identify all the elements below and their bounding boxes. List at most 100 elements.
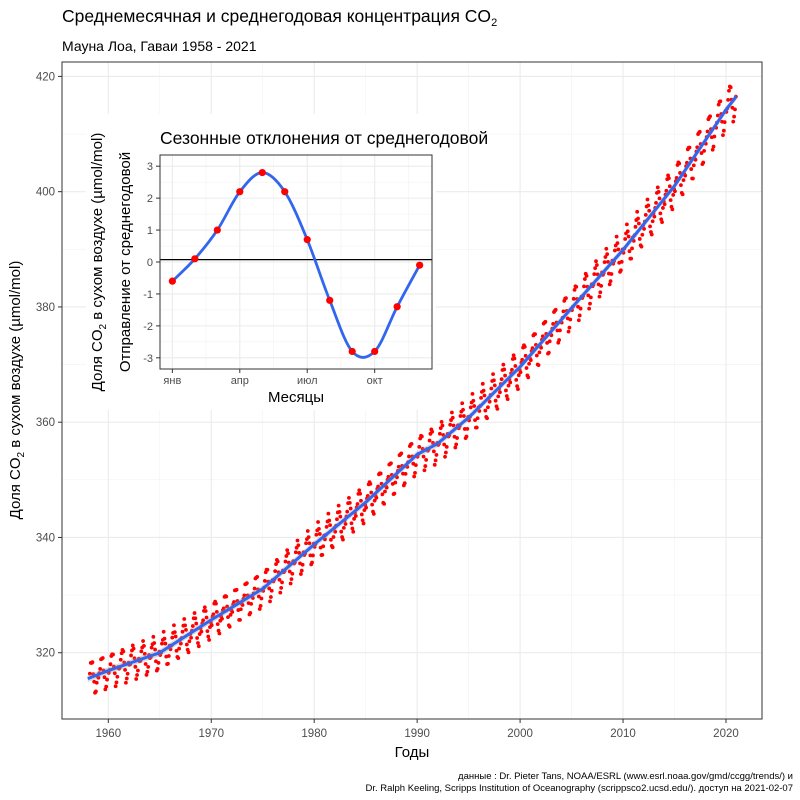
monthly-point <box>515 384 519 389</box>
monthly-point <box>431 449 436 454</box>
monthly-point <box>643 212 648 217</box>
monthly-point <box>551 322 556 326</box>
monthly-point <box>602 260 607 265</box>
monthly-point <box>419 434 424 439</box>
monthly-point <box>90 660 95 665</box>
monthly-point <box>630 246 634 251</box>
monthly-point <box>670 207 675 212</box>
monthly-point <box>658 211 663 216</box>
monthly-point <box>176 656 181 661</box>
inset-x-tick-label: янв <box>163 375 181 387</box>
monthly-point <box>424 458 429 462</box>
monthly-point <box>537 350 542 355</box>
monthly-point <box>413 463 418 468</box>
monthly-point <box>443 454 447 459</box>
monthly-point <box>252 586 257 591</box>
monthly-point <box>134 677 139 681</box>
monthly-point <box>572 287 577 292</box>
main-x-tick-label: 2000 <box>507 728 533 740</box>
main-x-tick-label: 1990 <box>404 728 430 740</box>
monthly-point <box>307 541 312 546</box>
monthly-point <box>576 318 581 323</box>
monthly-point <box>129 653 133 658</box>
monthly-point <box>193 616 198 621</box>
monthly-point <box>512 356 517 361</box>
monthly-point <box>586 293 591 298</box>
monthly-point <box>392 491 397 496</box>
monthly-point <box>645 197 650 202</box>
monthly-point <box>215 622 220 627</box>
monthly-point <box>671 193 676 197</box>
monthly-point <box>317 526 321 531</box>
monthly-point <box>533 332 537 337</box>
monthly-point <box>705 129 710 134</box>
monthly-point <box>112 671 117 676</box>
monthly-point <box>421 454 426 459</box>
monthly-point <box>715 113 720 118</box>
monthly-point <box>196 641 200 645</box>
monthly-point <box>93 689 98 694</box>
monthly-point <box>330 545 335 550</box>
monthly-point <box>389 461 393 466</box>
monthly-point <box>327 518 332 523</box>
monthly-point <box>624 222 629 227</box>
monthly-point <box>124 676 129 681</box>
monthly-point <box>443 450 448 455</box>
monthly-point <box>317 532 322 536</box>
monthly-point <box>242 593 247 598</box>
monthly-point <box>485 416 489 421</box>
monthly-point <box>142 644 146 648</box>
seasonal-point-мар <box>213 226 221 234</box>
monthly-point <box>646 203 651 208</box>
monthly-point <box>594 259 598 264</box>
inset-y-tick-label: 2 <box>147 193 153 205</box>
monthly-point <box>433 458 438 463</box>
monthly-point <box>94 680 99 685</box>
seasonal-point-сен <box>348 347 356 356</box>
monthly-point <box>616 247 621 252</box>
main-y-tick-label: 340 <box>36 532 55 544</box>
monthly-co2-points <box>87 84 738 695</box>
monthly-point <box>146 664 151 669</box>
monthly-point <box>543 319 548 324</box>
monthly-point <box>409 441 414 446</box>
monthly-point <box>295 538 300 543</box>
seasonal-point-фев <box>191 255 199 263</box>
monthly-point <box>310 560 314 565</box>
monthly-point <box>691 163 696 168</box>
monthly-point <box>142 652 147 656</box>
main-x-axis-label: Годы <box>395 744 430 761</box>
monthly-point <box>471 398 476 403</box>
monthly-point <box>681 178 686 183</box>
monthly-point <box>329 537 333 542</box>
monthly-point <box>234 587 239 592</box>
main-y-tick-label: 420 <box>36 71 55 83</box>
monthly-point <box>527 361 531 366</box>
monthly-point <box>430 429 435 434</box>
monthly-point <box>526 375 531 380</box>
monthly-point <box>371 512 376 516</box>
monthly-point <box>280 580 284 585</box>
monthly-point <box>345 509 350 514</box>
monthly-point <box>492 383 497 388</box>
monthly-point <box>656 190 661 194</box>
monthly-point <box>444 444 449 449</box>
monthly-point <box>190 624 195 628</box>
monthly-point <box>702 149 706 153</box>
monthly-point <box>166 661 170 666</box>
monthly-point <box>588 295 593 300</box>
monthly-point <box>348 506 353 511</box>
monthly-point <box>357 488 362 493</box>
monthly-point <box>288 581 293 586</box>
monthly-point <box>144 673 149 677</box>
monthly-point <box>546 350 551 355</box>
monthly-point <box>625 229 630 234</box>
monthly-point <box>461 407 465 412</box>
monthly-point <box>465 427 470 431</box>
monthly-point <box>496 394 501 399</box>
monthly-point <box>220 616 224 621</box>
monthly-point <box>697 129 702 134</box>
monthly-point <box>503 373 507 378</box>
monthly-point <box>104 684 109 689</box>
monthly-point <box>505 397 510 402</box>
